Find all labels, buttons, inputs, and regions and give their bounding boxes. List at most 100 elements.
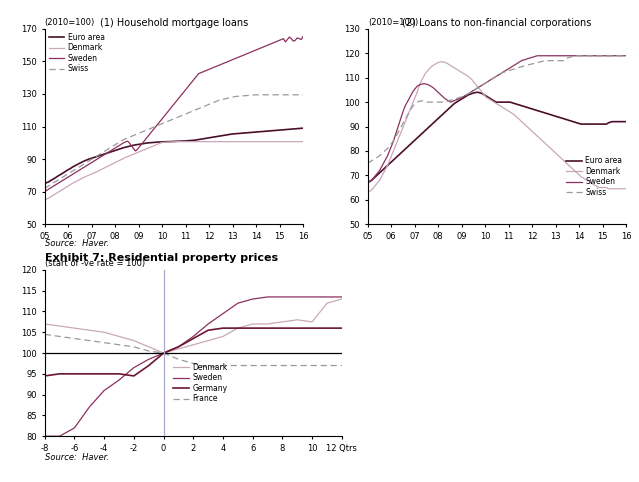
France — [41, 332, 49, 337]
Sweden — [219, 311, 227, 317]
Swiss — [248, 92, 256, 98]
Denmark — [70, 325, 79, 331]
Text: (2010=100): (2010=100) — [368, 18, 418, 27]
Sweden — [160, 350, 167, 356]
France — [130, 344, 138, 350]
Denmark — [573, 170, 581, 176]
Swiss — [571, 53, 579, 59]
Sweden — [264, 294, 272, 300]
Denmark — [204, 338, 212, 344]
Sweden — [41, 189, 49, 195]
Swiss — [450, 96, 458, 102]
Sweden — [41, 433, 49, 439]
Germany — [338, 325, 346, 331]
Denmark — [72, 178, 80, 184]
Swiss — [575, 53, 583, 59]
Sweden — [115, 377, 123, 383]
Denmark — [63, 184, 70, 190]
Swiss — [364, 160, 372, 166]
Denmark — [445, 61, 452, 67]
Germany — [56, 371, 63, 377]
France — [160, 350, 167, 356]
Sweden — [534, 53, 541, 59]
Euro area — [396, 152, 403, 158]
Denmark — [173, 139, 181, 145]
Germany — [264, 325, 272, 331]
France — [234, 362, 242, 368]
Line: Swiss: Swiss — [45, 95, 303, 188]
Denmark — [396, 134, 403, 139]
Sweden — [450, 97, 458, 103]
Denmark — [86, 327, 93, 333]
Title: (1) Household mortgage loans: (1) Household mortgage loans — [100, 18, 248, 28]
Sweden — [299, 33, 307, 39]
Sweden — [573, 53, 581, 59]
France — [204, 365, 212, 371]
Germany — [308, 325, 316, 331]
Swiss — [386, 143, 394, 149]
Legend: Denmark, Sweden, Germany, France: Denmark, Sweden, Germany, France — [173, 363, 227, 403]
Denmark — [279, 319, 286, 325]
Denmark — [264, 321, 272, 327]
Euro area — [622, 119, 630, 124]
Sweden — [70, 425, 79, 431]
Denmark — [115, 334, 123, 339]
Denmark — [364, 189, 372, 195]
Germany — [70, 371, 79, 377]
Sweden — [575, 53, 583, 59]
France — [100, 340, 108, 346]
Sweden — [204, 321, 212, 327]
Euro area — [248, 130, 256, 135]
Sweden — [145, 356, 153, 362]
Sweden — [248, 49, 256, 54]
France — [145, 348, 153, 354]
Legend: Euro area, Denmark, Sweden, Swiss: Euro area, Denmark, Sweden, Swiss — [566, 156, 622, 197]
Sweden — [622, 53, 630, 59]
Euro area — [575, 120, 583, 126]
Swiss — [250, 92, 258, 98]
Text: (start of -ve rate = 100): (start of -ve rate = 100) — [45, 259, 145, 268]
France — [190, 361, 197, 366]
Euro area — [364, 180, 372, 186]
Denmark — [190, 342, 197, 348]
Swiss — [41, 186, 49, 191]
Sweden — [443, 97, 450, 103]
Sweden — [63, 175, 70, 181]
Sweden — [72, 169, 80, 175]
France — [308, 362, 316, 368]
France — [86, 338, 93, 344]
Denmark — [145, 344, 153, 350]
Germany — [279, 325, 286, 331]
Sweden — [338, 294, 346, 300]
Denmark — [219, 334, 227, 339]
Line: Denmark: Denmark — [45, 142, 303, 200]
Euro area — [386, 161, 394, 166]
Line: Euro area: Euro area — [45, 128, 303, 184]
Denmark — [119, 156, 127, 161]
Denmark — [386, 158, 394, 163]
Denmark — [41, 197, 49, 202]
Sweden — [250, 48, 258, 54]
Denmark — [160, 350, 167, 356]
Line: France: France — [45, 335, 342, 368]
Germany — [293, 325, 301, 331]
Denmark — [100, 329, 108, 335]
Germany — [130, 373, 138, 379]
Text: (2010=100): (2010=100) — [45, 18, 95, 27]
France — [323, 362, 331, 368]
Sweden — [174, 344, 182, 350]
Euro area — [573, 120, 581, 126]
Germany — [86, 371, 93, 377]
Euro area — [119, 145, 127, 150]
Germany — [115, 371, 123, 377]
Swiss — [252, 92, 259, 98]
Euro area — [72, 162, 80, 168]
Euro area — [472, 90, 480, 95]
Sweden — [130, 365, 138, 371]
Sweden — [364, 180, 372, 186]
Germany — [249, 325, 257, 331]
Denmark — [452, 67, 460, 72]
Denmark — [252, 139, 259, 145]
Germany — [41, 373, 49, 379]
Denmark — [575, 172, 583, 177]
